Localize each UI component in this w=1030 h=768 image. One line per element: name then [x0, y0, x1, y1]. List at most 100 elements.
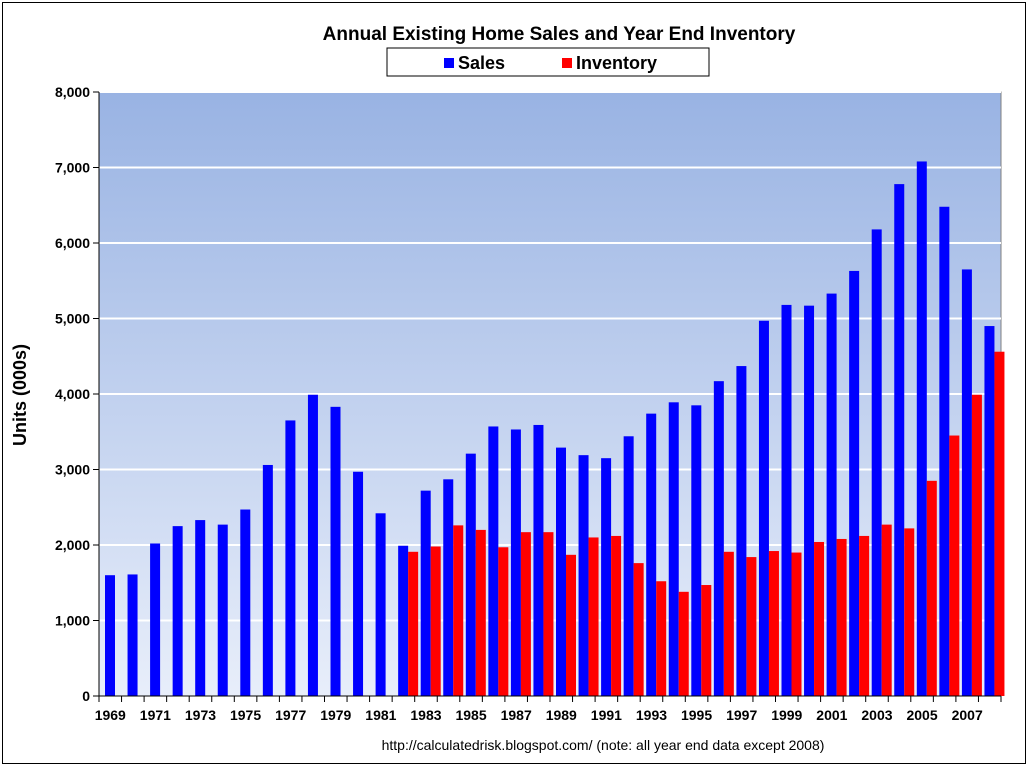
y-tick-label: 4,000	[55, 386, 90, 402]
bar-sales-1999	[781, 304, 792, 696]
bar-sales-1994	[668, 402, 679, 696]
x-tick-label: 1979	[320, 707, 351, 723]
bar-inventory-1996	[723, 551, 734, 696]
bar-inventory-1984	[453, 525, 464, 696]
bar-sales-1983	[420, 490, 431, 696]
bar-sales-2001	[826, 293, 837, 696]
bar-sales-1977	[285, 420, 296, 696]
bar-sales-2005	[916, 161, 927, 696]
x-tick-label: 1991	[591, 707, 622, 723]
x-tick-label: 1993	[636, 707, 667, 723]
y-tick-label: 7,000	[55, 160, 90, 176]
bar-sales-1996	[713, 381, 724, 696]
y-tick-label: 0	[82, 688, 90, 704]
bar-sales-2004	[894, 184, 905, 697]
bar-sales-1998	[758, 320, 769, 696]
bar-sales-1997	[736, 366, 747, 696]
bar-inventory-1999	[791, 552, 802, 696]
y-axis-label: Units (000s)	[10, 344, 30, 446]
bar-sales-2000	[804, 305, 815, 696]
bar-sales-1991	[601, 458, 612, 696]
bar-sales-1990	[578, 455, 589, 696]
bar-inventory-1994	[678, 591, 689, 696]
bar-inventory-1997	[746, 557, 757, 696]
x-tick-label: 2001	[816, 707, 847, 723]
bar-sales-1969	[105, 575, 115, 696]
bar-inventory-1988	[543, 532, 554, 696]
bar-sales-1987	[510, 429, 521, 696]
bar-sales-1995	[691, 405, 702, 696]
bar-sales-1979	[330, 406, 341, 696]
x-tick-label: 1987	[501, 707, 532, 723]
bar-inventory-2000	[814, 541, 825, 696]
bar-inventory-1995	[701, 585, 712, 696]
bar-inventory-1985	[475, 529, 486, 696]
y-tick-label: 3,000	[55, 462, 90, 478]
bar-sales-1985	[465, 453, 476, 696]
bar-inventory-1992	[633, 563, 644, 696]
legend-swatch-sales	[444, 58, 454, 68]
bar-sales-1974	[217, 524, 228, 696]
x-tick-label: 1995	[681, 707, 712, 723]
bar-sales-1986	[488, 426, 499, 696]
x-tick-label: 2003	[861, 707, 892, 723]
bar-sales-1972	[172, 526, 183, 696]
bar-sales-1970	[127, 574, 138, 696]
x-tick-label: 1977	[275, 707, 306, 723]
bar-inventory-1983	[430, 546, 441, 696]
bar-inventory-1991	[611, 535, 622, 696]
bar-sales-1976	[262, 464, 273, 696]
x-tick-label: 1981	[365, 707, 396, 723]
legend-label-sales: Sales	[458, 53, 505, 73]
bar-sales-1992	[623, 436, 634, 696]
y-axis-ticks: 0 1,000 2,000 3,000 4,000 5,000 6,000 7,000 8,00…	[55, 84, 99, 704]
bar-inventory-1990	[588, 537, 599, 696]
chart-title: Annual Existing Home Sales and Year End …	[323, 24, 796, 45]
bars	[105, 161, 1005, 697]
legend: Sales Inventory	[386, 47, 710, 77]
y-tick-label: 2,000	[55, 537, 90, 553]
bar-inventory-2001	[836, 538, 847, 696]
bar-sales-2003	[871, 229, 882, 696]
bar-inventory-1993	[656, 581, 667, 696]
x-tick-label: 1989	[546, 707, 577, 723]
x-tick-label: 1973	[185, 707, 216, 723]
bar-inventory-2004	[904, 528, 915, 696]
bar-sales-1982	[398, 545, 409, 696]
x-tick-label: 1971	[140, 707, 171, 723]
chart: Annual Existing Home Sales and Year End …	[10, 24, 1005, 753]
x-axis-ticks: 1969 1971 1973 1975 1977 1979 1981 1983 1985 1987…	[95, 696, 1002, 723]
bar-inventory-2008	[994, 351, 1005, 696]
x-tick-label: 2005	[906, 707, 937, 723]
bar-inventory-1987	[520, 532, 531, 696]
legend-swatch-inventory	[562, 58, 572, 68]
x-tick-label: 1985	[455, 707, 486, 723]
bar-sales-1971	[150, 543, 161, 696]
bar-sales-1978	[307, 394, 318, 696]
bar-sales-2006	[939, 206, 950, 696]
bar-inventory-2006	[949, 435, 960, 696]
legend-label-inventory: Inventory	[576, 53, 657, 73]
x-tick-label: 1997	[726, 707, 757, 723]
bar-sales-1993	[646, 413, 657, 696]
bar-sales-1973	[195, 520, 206, 696]
bar-inventory-1998	[768, 551, 779, 696]
bar-sales-2002	[849, 270, 860, 696]
bar-inventory-2002	[859, 535, 870, 696]
bar-sales-1980	[353, 471, 364, 696]
bar-sales-1984	[443, 479, 454, 696]
bar-sales-1988	[533, 424, 544, 696]
bar-inventory-2007	[971, 394, 982, 696]
bar-inventory-1986	[498, 547, 509, 696]
bar-sales-1989	[556, 447, 566, 696]
x-tick-label: 1983	[410, 707, 441, 723]
x-tick-label: 1969	[95, 707, 126, 723]
bar-inventory-1982	[408, 551, 419, 696]
bar-sales-1981	[375, 513, 386, 696]
y-tick-label: 8,000	[55, 84, 90, 100]
y-tick-label: 5,000	[55, 311, 90, 327]
x-tick-label: 1999	[771, 707, 802, 723]
y-tick-label: 1,000	[55, 613, 90, 629]
bar-inventory-2005	[926, 480, 937, 696]
y-tick-label: 6,000	[55, 235, 90, 251]
